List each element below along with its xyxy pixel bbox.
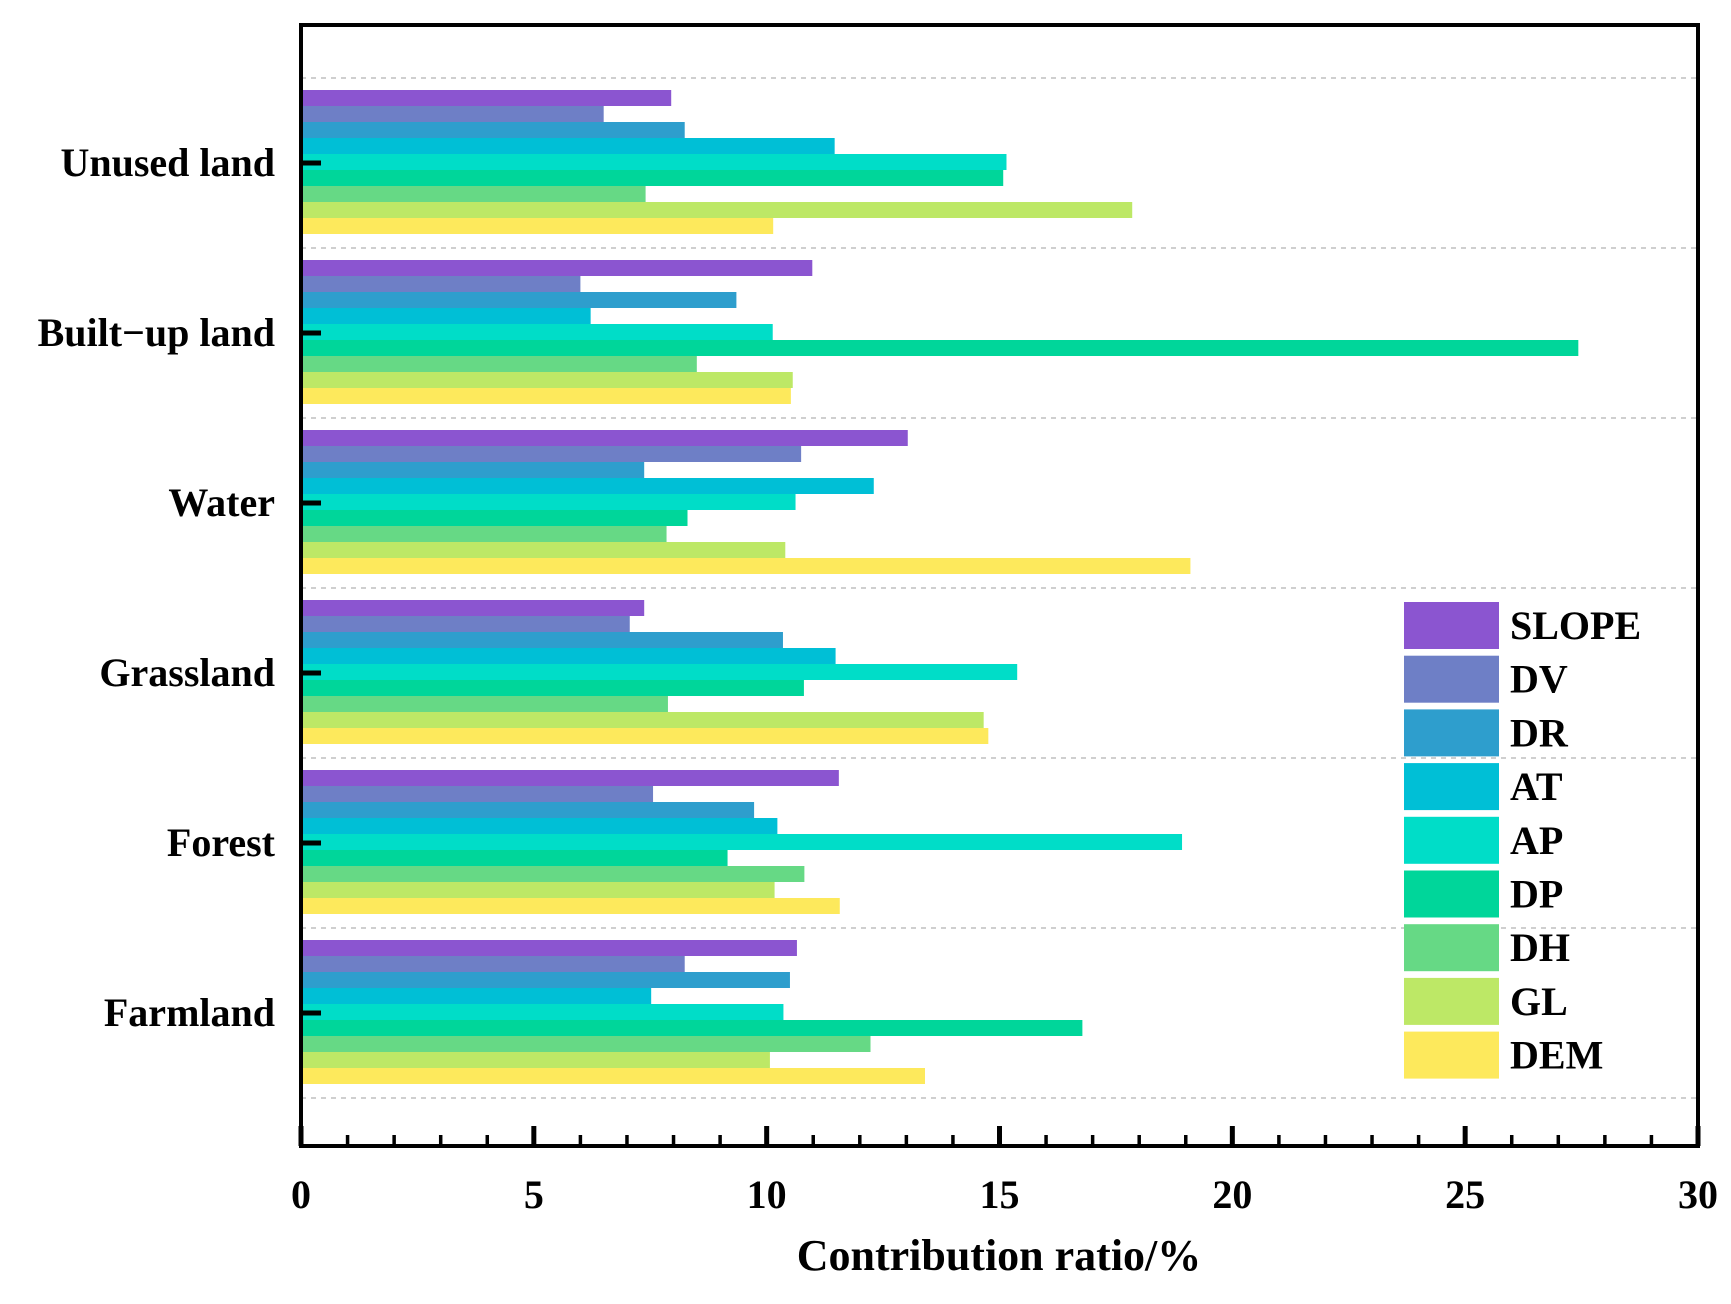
- x-tick-label: 0: [291, 1172, 311, 1217]
- legend-swatch-dh: [1404, 924, 1499, 972]
- bar-dem: [301, 218, 774, 234]
- bar-dem: [301, 728, 989, 744]
- bar-dp: [301, 510, 688, 526]
- legend-swatch-ap: [1404, 816, 1499, 864]
- legend-label-dp: DP: [1510, 872, 1563, 917]
- bar-dr: [301, 972, 790, 988]
- y-tick-label: Forest: [167, 820, 276, 865]
- bar-dh: [301, 696, 668, 712]
- bar-ap: [301, 154, 1007, 170]
- y-tick-label: Water: [168, 480, 275, 525]
- x-axis: 0 5 10 15 20 25 30: [291, 1126, 1718, 1217]
- bar-dv: [301, 446, 802, 462]
- x-tick-label: 25: [1445, 1172, 1485, 1217]
- y-tick-label: Built−up land: [38, 310, 275, 355]
- y-tick-label: Farmland: [104, 990, 275, 1035]
- bar-dr: [301, 292, 737, 308]
- legend-label-at: AT: [1510, 764, 1563, 809]
- bar-at: [301, 138, 835, 154]
- bar-dv: [301, 106, 604, 122]
- legend-label-dh: DH: [1510, 925, 1570, 970]
- bar-at: [301, 308, 591, 324]
- x-tick-label: 30: [1678, 1172, 1718, 1217]
- bar-dr: [301, 122, 685, 138]
- grid-lines: [301, 77, 1698, 1099]
- bar-dp: [301, 170, 1004, 186]
- bar-dv: [301, 276, 581, 292]
- bar-dh: [301, 526, 667, 542]
- bar-dp: [301, 340, 1579, 356]
- bar-gl: [301, 542, 786, 558]
- bar-dem: [301, 558, 1191, 574]
- legend-label-ap: AP: [1510, 818, 1563, 863]
- bar-dp: [301, 850, 728, 866]
- bar-slope: [301, 260, 813, 276]
- bar-slope: [301, 600, 645, 616]
- bar-dem: [301, 388, 791, 404]
- bar-at: [301, 648, 836, 664]
- bar-dp: [301, 1020, 1083, 1036]
- bar-at: [301, 818, 778, 834]
- bar-dh: [301, 1036, 871, 1052]
- bar-dp: [301, 680, 804, 696]
- bar-dh: [301, 186, 646, 202]
- legend-label-gl: GL: [1510, 979, 1568, 1024]
- bar-dv: [301, 786, 654, 802]
- y-tick-label: Grassland: [99, 650, 275, 695]
- bar-slope: [301, 430, 908, 446]
- bar-gl: [301, 372, 793, 388]
- bar-ap: [301, 494, 796, 510]
- bar-slope: [301, 940, 797, 956]
- legend-label-dr: DR: [1510, 710, 1569, 755]
- legend-swatch-dv: [1404, 655, 1499, 703]
- bar-slope: [301, 90, 672, 106]
- bar-slope: [301, 770, 839, 786]
- legend: SLOPE DV DR AT AP DP DH GL DEM: [1404, 602, 1641, 1079]
- bar-ap: [301, 834, 1183, 850]
- x-tick-label: 10: [747, 1172, 787, 1217]
- legend-label-dem: DEM: [1510, 1033, 1603, 1078]
- bar-gl: [301, 712, 984, 728]
- bar-at: [301, 478, 874, 494]
- bar-dr: [301, 632, 783, 648]
- bar-ap: [301, 1004, 784, 1020]
- legend-label-slope: SLOPE: [1510, 603, 1641, 648]
- legend-label-dv: DV: [1510, 657, 1568, 702]
- bar-gl: [301, 202, 1133, 218]
- bar-ap: [301, 664, 1018, 680]
- x-tick-label: 5: [524, 1172, 544, 1217]
- legend-swatch-at: [1404, 763, 1499, 811]
- y-axis: Unused land Built−up land Water Grassland Fo…: [38, 140, 321, 1035]
- legend-swatch-dem: [1404, 1031, 1499, 1079]
- legend-swatch-gl: [1404, 977, 1499, 1025]
- bar-gl: [301, 1052, 770, 1068]
- x-axis-title: Contribution ratio/%: [797, 1231, 1202, 1280]
- bar-dem: [301, 898, 840, 914]
- bar-ap: [301, 324, 773, 340]
- bar-dr: [301, 802, 755, 818]
- x-tick-label: 15: [980, 1172, 1020, 1217]
- bar-dh: [301, 356, 697, 372]
- bars: [301, 90, 1579, 1084]
- bar-dh: [301, 866, 805, 882]
- y-tick-label: Unused land: [60, 140, 275, 185]
- bar-dv: [301, 616, 630, 632]
- bar-at: [301, 988, 652, 1004]
- bar-dv: [301, 956, 685, 972]
- bar-gl: [301, 882, 775, 898]
- x-tick-label: 20: [1212, 1172, 1252, 1217]
- legend-swatch-dr: [1404, 709, 1499, 757]
- bar-dem: [301, 1068, 925, 1084]
- bar-dr: [301, 462, 645, 478]
- legend-swatch-slope: [1404, 602, 1499, 649]
- legend-swatch-dp: [1404, 870, 1499, 918]
